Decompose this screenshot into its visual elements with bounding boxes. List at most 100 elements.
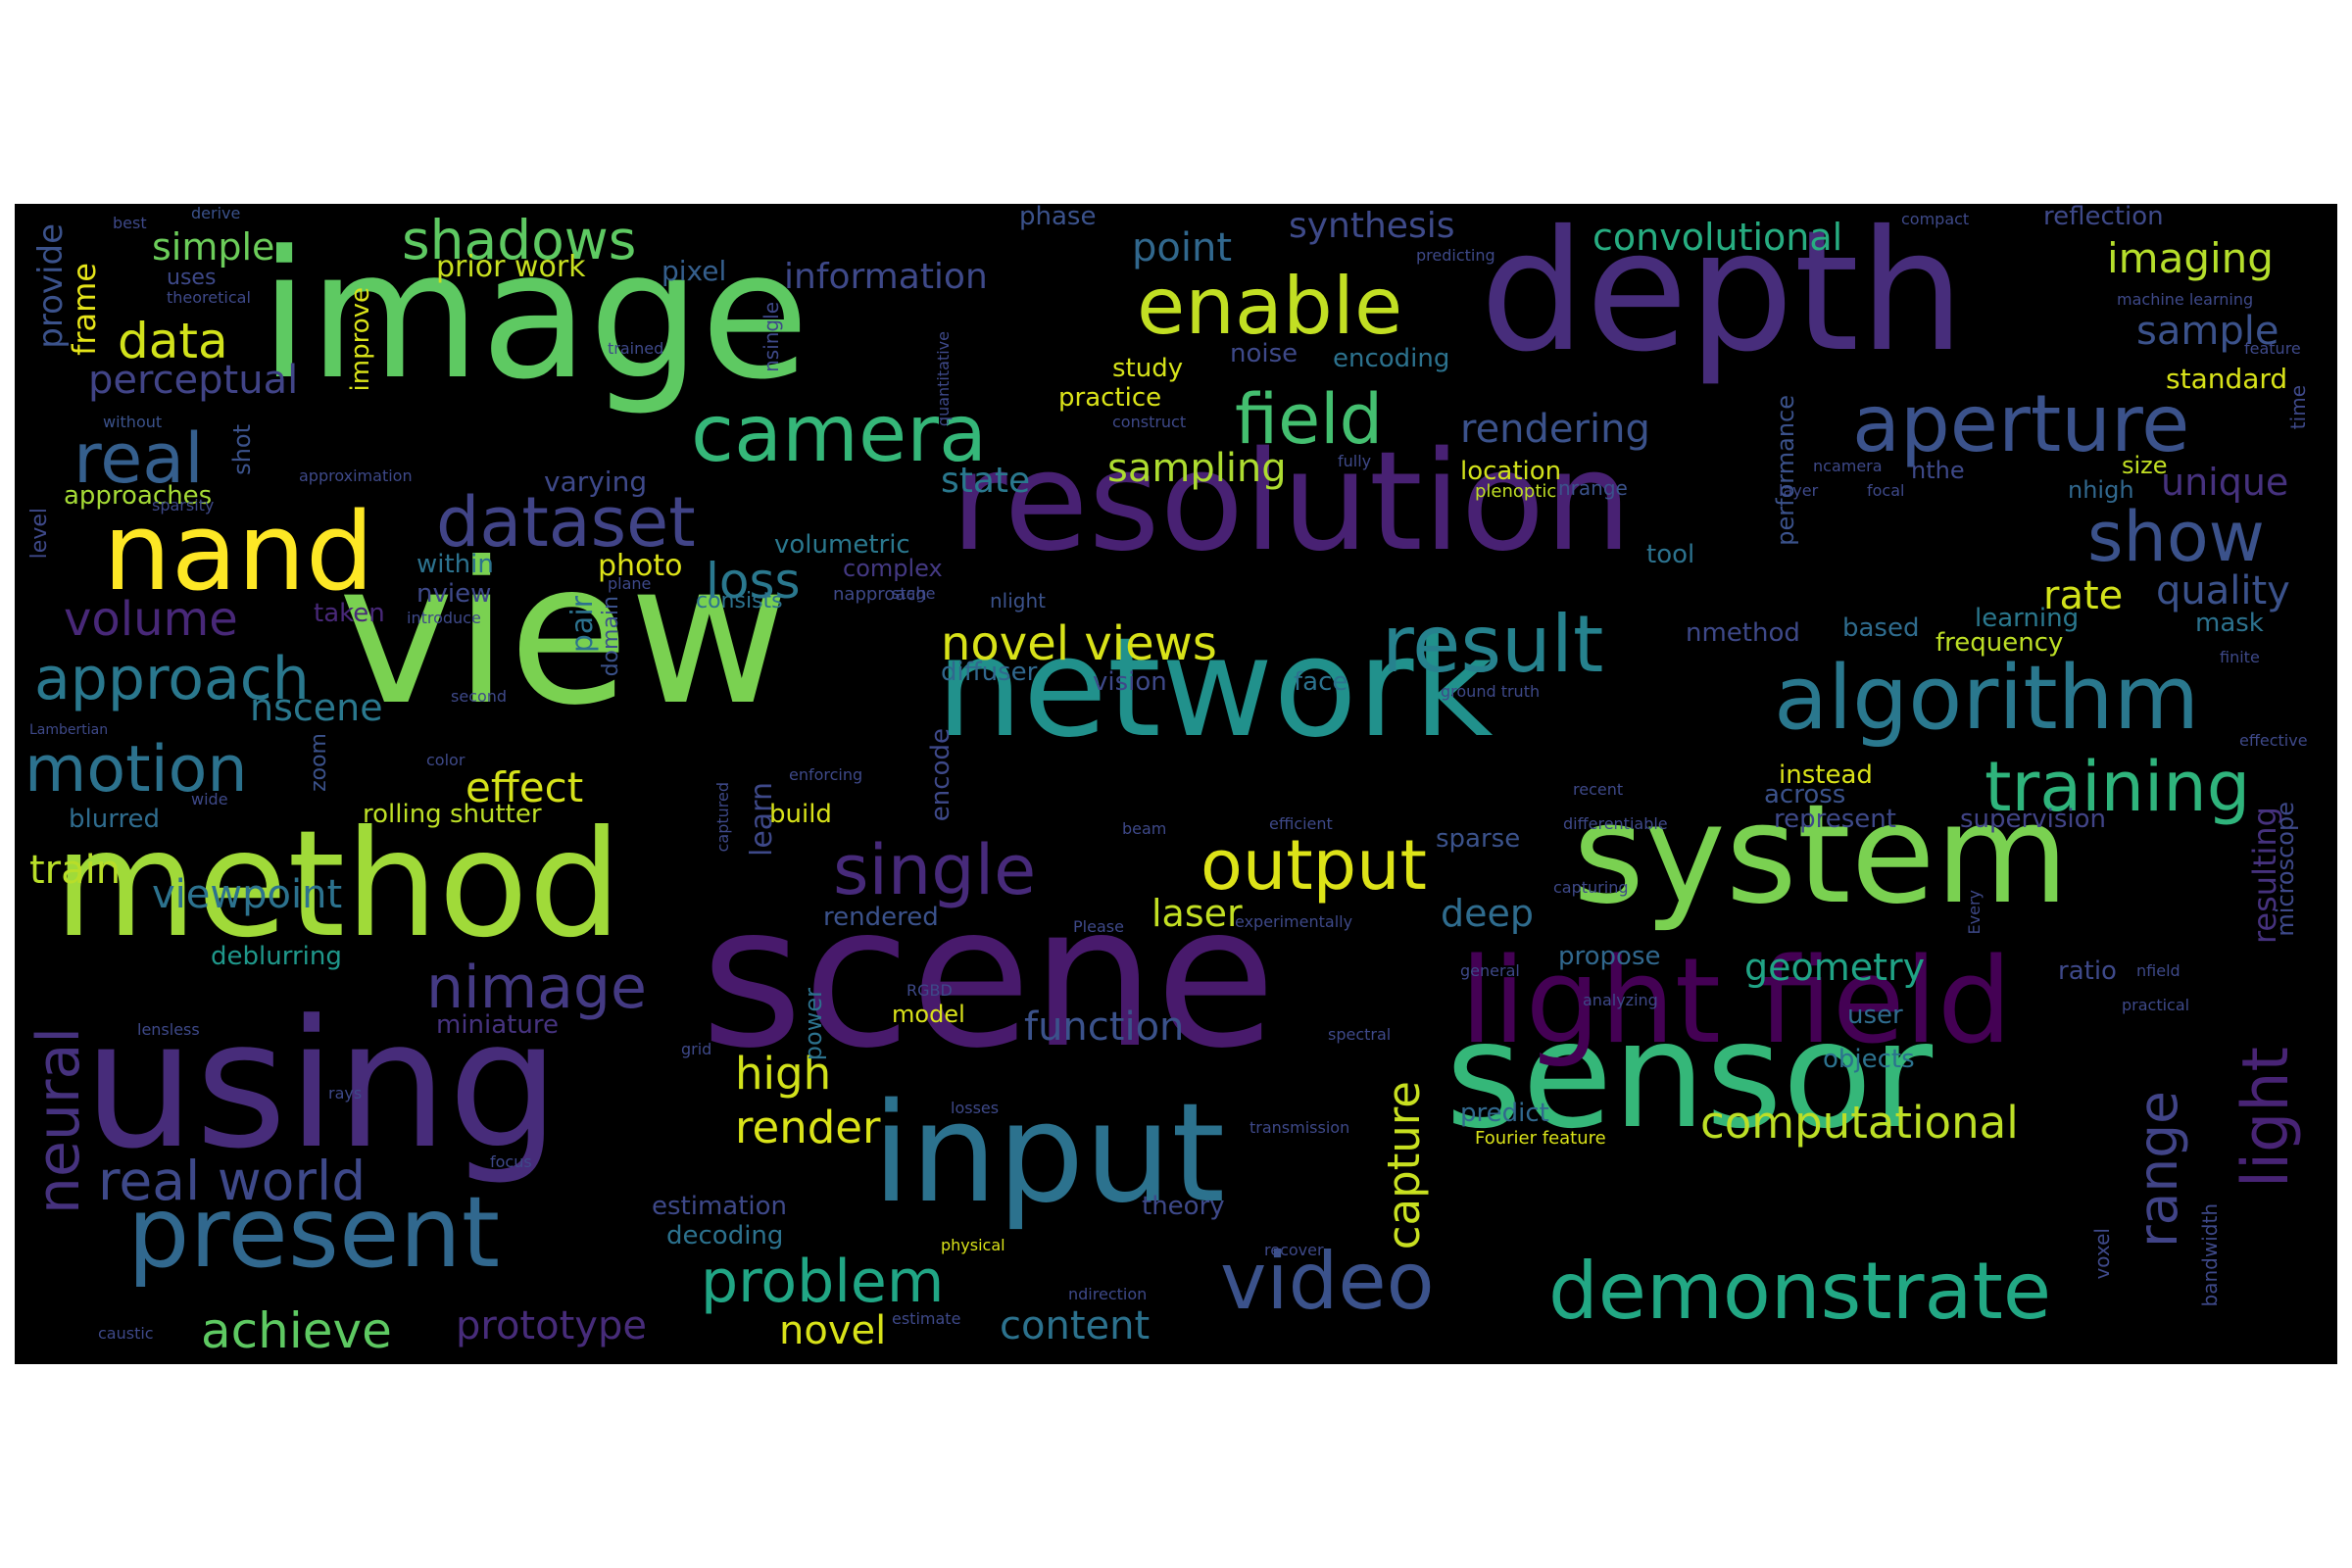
cloud-word: study [1112, 354, 1184, 383]
cloud-word: differentiable [1563, 814, 1668, 833]
cloud-word: light [2230, 1047, 2303, 1189]
cloud-word: nscene [250, 686, 383, 729]
cloud-word: instead [1779, 760, 1873, 790]
cloud-word: nthe [1911, 457, 1965, 484]
cloud-word: light field [1460, 934, 2013, 1070]
cloud-word: feature [2244, 339, 2301, 358]
cloud-word: state [941, 461, 1031, 501]
cloud-word: improve [346, 287, 375, 392]
cloud-word: nsingle [760, 302, 783, 372]
cloud-word: taken [314, 599, 385, 628]
cloud-word: input [872, 1074, 1226, 1234]
cloud-word: experimentally [1235, 912, 1353, 931]
cloud-word: viewpoint [152, 872, 343, 917]
cloud-word: shadows [402, 209, 637, 271]
cloud-word: miniature [436, 1010, 559, 1040]
cloud-word: sensor [1446, 991, 1934, 1161]
cloud-word: rendered [823, 903, 939, 932]
cloud-word: rolling shutter [363, 800, 542, 829]
cloud-word: Fourier feature [1475, 1128, 1606, 1149]
cloud-word: RGBD [906, 981, 953, 1000]
cloud-word: nimage [426, 954, 647, 1022]
cloud-word: recover [1264, 1241, 1324, 1259]
cloud-word: blurred [69, 805, 161, 834]
cloud-word: practical [2122, 996, 2190, 1014]
cloud-word: result [1382, 599, 1604, 690]
cloud-word: derive [191, 204, 241, 222]
cloud-word: algorithm [1774, 647, 2200, 750]
cloud-word: learn [745, 782, 779, 857]
cloud-word: construct [1112, 413, 1187, 431]
cloud-word: nmethod [1686, 618, 1800, 648]
cloud-word: sparse [1436, 824, 1521, 854]
cloud-word: range [2127, 1091, 2189, 1248]
cloud-word: spectral [1328, 1025, 1392, 1044]
cloud-word: noise [1230, 339, 1298, 368]
cloud-word: encoding [1333, 344, 1450, 373]
cloud-word: nhigh [2068, 476, 2134, 504]
cloud-word: model [892, 1001, 965, 1028]
cloud-word: Every [1965, 890, 1984, 935]
cloud-word: lensless [137, 1020, 200, 1039]
cloud-word: view [338, 520, 790, 749]
cloud-word: Please [1073, 917, 1124, 936]
cloud-word: aperture [1852, 378, 2190, 469]
cloud-word: face [1294, 667, 1348, 697]
cloud-word: novel views [941, 616, 1217, 671]
cloud-word: theoretical [167, 288, 251, 307]
cloud-word: level [27, 508, 52, 560]
cloud-word: data [118, 313, 228, 369]
cloud-word: estimate [892, 1309, 961, 1328]
cloud-word: mask [2195, 609, 2264, 638]
cloud-word: predicting [1416, 246, 1495, 265]
cloud-word: transmission [1250, 1118, 1350, 1137]
cloud-word: zoom [307, 733, 331, 792]
cloud-word: point [1132, 225, 1233, 270]
cloud-word: provide [31, 223, 71, 349]
cloud-word: content [1000, 1303, 1151, 1348]
cloud-word: approaches [64, 481, 213, 511]
cloud-word: show [2087, 497, 2265, 577]
cloud-word: single [833, 830, 1037, 910]
cloud-word: beam [1122, 819, 1167, 838]
cloud-word: shot [228, 424, 256, 475]
cloud-word: bandwidth [2198, 1203, 2222, 1307]
cloud-word: approximation [299, 466, 413, 485]
cloud-word: recent [1573, 780, 1624, 799]
cloud-word: physical [941, 1236, 1005, 1254]
cloud-word: finite [2220, 648, 2260, 666]
cloud-word: novel [779, 1308, 887, 1353]
cloud-word: sample [2136, 309, 2279, 354]
cloud-word: reflection [2043, 204, 2164, 231]
cloud-word: function [1024, 1004, 1185, 1050]
cloud-word: enable [1137, 261, 1403, 352]
cloud-word: phase [1019, 204, 1097, 231]
cloud-word: focal [1867, 481, 1905, 500]
cloud-word: present [127, 1175, 501, 1290]
cloud-word: size [2122, 452, 2168, 479]
cloud-word: prior work [436, 250, 586, 284]
cloud-word: ratio [2058, 956, 2117, 986]
cloud-word: field [1235, 379, 1384, 460]
cloud-word: second [451, 687, 508, 706]
cloud-word: real [74, 418, 204, 499]
cloud-word: camera [691, 388, 988, 479]
cloud-word: volumetric [774, 530, 910, 560]
cloud-word: geometry [1744, 946, 1926, 989]
cloud-word: time [2286, 385, 2310, 430]
cloud-word: neural [24, 1027, 93, 1215]
word-cloud: image view depth resolution network scen… [15, 204, 2337, 1364]
cloud-word: without [103, 413, 163, 431]
cloud-word: varying [544, 466, 648, 498]
cloud-word: domain [599, 596, 623, 677]
cloud-word: based [1842, 613, 1920, 643]
cloud-word: deblurring [211, 942, 342, 971]
cloud-word: efficient [1269, 814, 1333, 833]
cloud-word: nrange [1558, 476, 1628, 500]
cloud-word: capturing [1553, 878, 1629, 897]
cloud-word: power [800, 988, 827, 1061]
cloud-word: plenoptic [1475, 481, 1557, 502]
cloud-word: general [1460, 961, 1520, 980]
cloud-word: uses [167, 266, 217, 290]
cloud-word: sparsity [152, 496, 215, 514]
